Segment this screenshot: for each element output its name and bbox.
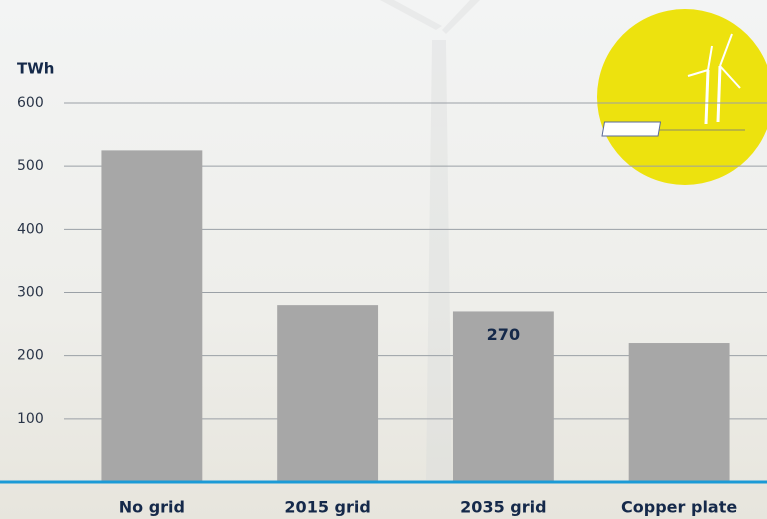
- x-tick-label: 2035 grid: [460, 498, 546, 517]
- y-tick-label: 200: [17, 348, 44, 364]
- chart: TWh 100 200 300 400 500 600 No grid 2015 grid 27…: [0, 0, 767, 519]
- bar: [629, 343, 730, 482]
- x-tick-label: No grid: [119, 498, 185, 517]
- y-axis-label: TWh: [17, 60, 54, 78]
- y-tick-label: 500: [17, 158, 44, 174]
- y-tick-label: 100: [17, 411, 44, 427]
- y-tick-label: 400: [17, 221, 44, 237]
- x-tick-label: Copper plate: [621, 498, 737, 517]
- value-label: 270: [487, 325, 520, 344]
- bar: [101, 150, 202, 482]
- x-tick-label: 2015 grid: [284, 498, 370, 517]
- bar: [277, 305, 378, 482]
- icon: [597, 9, 767, 185]
- y-tick-label: 600: [17, 95, 44, 111]
- y-tick-label: 300: [17, 285, 44, 301]
